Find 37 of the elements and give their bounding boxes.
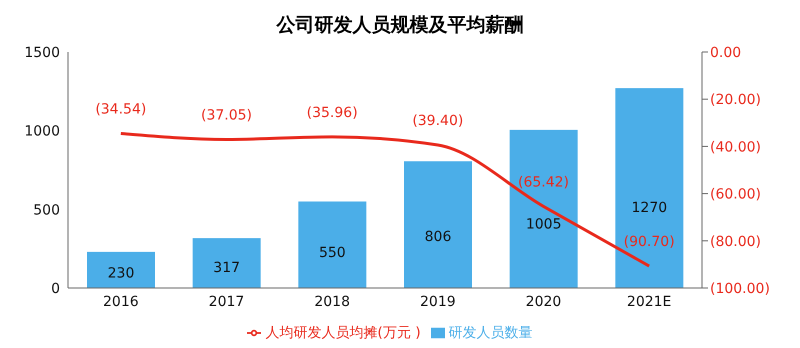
data-label: 317: [213, 260, 240, 276]
bar: [192, 238, 261, 288]
data-label: (37.05): [200, 107, 252, 124]
bar: [87, 252, 155, 288]
bar: [298, 201, 366, 288]
y2-tick-label: (60.00): [710, 186, 762, 203]
legend-label: 人均研发人员均摊(万元 ): [265, 325, 421, 341]
y-tick-label: 1500: [24, 44, 60, 61]
y-tick-label: 0: [51, 280, 60, 297]
bar: [404, 161, 472, 288]
chart-title: 公司研发人员规模及平均薪酬: [275, 13, 524, 38]
data-label: 1005: [526, 216, 562, 233]
y2-tick-label: (40.00): [710, 139, 762, 156]
y-tick-label: 1000: [24, 124, 60, 140]
data-label: 230: [108, 265, 134, 282]
data-label: (39.40): [412, 112, 464, 129]
bar: [510, 130, 578, 288]
bar: [615, 88, 684, 288]
x-tick-label: 2016: [103, 294, 139, 310]
y2-tick-label: (20.00): [710, 92, 762, 108]
y2-tick-label: (100.00): [710, 280, 770, 297]
data-label: 550: [318, 245, 346, 262]
y2-tick-label: 0.00: [710, 44, 742, 61]
y2-tick-label: (80.00): [710, 234, 762, 250]
x-tick-label: 2019: [420, 294, 456, 310]
x-tick-label: 2020: [526, 294, 562, 310]
x-tick-label: 2021E: [626, 294, 672, 310]
data-label: 1270: [632, 200, 668, 216]
data-label: 806: [424, 229, 452, 246]
data-label: (34.54): [95, 102, 146, 118]
data-label: (35.96): [306, 104, 358, 121]
legend-label: 研发人员数量: [448, 325, 533, 341]
x-tick-label: 2018: [314, 294, 350, 310]
x-tick-label: 2017: [208, 294, 244, 310]
data-label: (65.42): [518, 174, 570, 190]
y-tick-label: 500: [33, 202, 60, 218]
data-label: (90.70): [624, 234, 675, 250]
